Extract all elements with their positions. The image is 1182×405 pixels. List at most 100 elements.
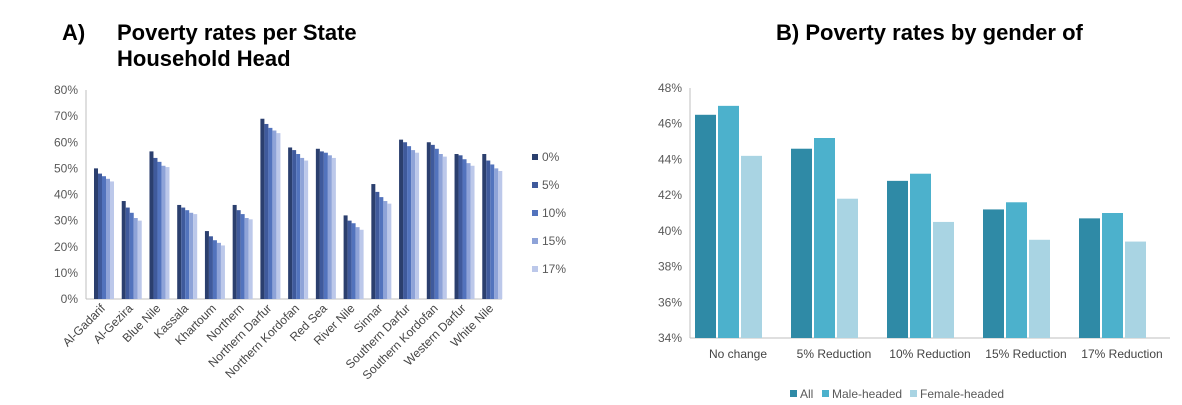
legend-swatch — [910, 390, 917, 397]
bar — [94, 168, 98, 299]
bar — [248, 219, 253, 299]
bar — [220, 245, 225, 299]
chart-b-title: B) Poverty rates by gender of — [776, 20, 1083, 45]
bar — [359, 229, 364, 299]
y-tick-label: 38% — [658, 260, 682, 274]
y-tick-label: 40% — [54, 188, 78, 202]
bar — [375, 191, 380, 299]
x-category-label: 17% Reduction — [1081, 347, 1162, 361]
bar — [129, 212, 134, 299]
bar — [426, 142, 431, 299]
y-tick-label: 50% — [54, 161, 78, 175]
bar — [910, 173, 931, 338]
bar — [1029, 239, 1050, 338]
legend-label: 17% — [542, 262, 566, 276]
bar — [695, 114, 716, 339]
legend-swatch — [532, 182, 538, 188]
bar — [121, 201, 126, 299]
y-tick-label: 60% — [54, 135, 78, 149]
legend-label: Male-headed — [832, 387, 902, 401]
y-tick-label: 10% — [54, 266, 78, 280]
bar — [403, 142, 408, 299]
bar — [319, 151, 324, 299]
bar — [387, 203, 392, 299]
bar — [351, 223, 356, 299]
bar — [161, 165, 166, 299]
y-tick-label: 30% — [54, 214, 78, 228]
bar — [177, 204, 182, 299]
chart-a-title-line2: Household Head — [117, 46, 291, 71]
bar — [983, 209, 1004, 338]
x-category-label: No change — [709, 347, 767, 361]
bar — [434, 148, 439, 299]
bar — [260, 118, 265, 299]
bar — [244, 218, 249, 299]
y-tick-label: 44% — [658, 152, 682, 166]
bar — [288, 147, 293, 299]
legend-label: 10% — [542, 206, 566, 220]
bar — [379, 197, 384, 299]
legend-swatch — [532, 210, 538, 216]
bar — [106, 178, 110, 299]
y-tick-label: 20% — [54, 240, 78, 254]
bar — [292, 150, 297, 299]
bar — [236, 210, 241, 299]
bar — [327, 155, 332, 299]
bar — [323, 152, 328, 299]
bar — [208, 236, 213, 299]
bar — [189, 212, 194, 299]
chart-a-title-line1: Poverty rates per State — [117, 20, 357, 45]
bar — [137, 220, 142, 299]
bar — [149, 151, 154, 299]
bar — [837, 198, 858, 338]
bar — [98, 173, 102, 299]
bar — [125, 207, 130, 299]
bar — [1125, 241, 1146, 338]
bar — [272, 130, 277, 299]
bar — [304, 160, 309, 299]
chart-a-label: A) — [62, 20, 86, 45]
bar — [466, 163, 471, 299]
bar — [216, 242, 221, 299]
legend-label: All — [800, 387, 813, 401]
y-tick-label: 48% — [658, 81, 682, 95]
x-category-label: 15% Reduction — [985, 347, 1066, 361]
y-tick-label: 46% — [658, 117, 682, 131]
bar — [1102, 213, 1123, 338]
bar — [343, 215, 348, 299]
bar — [268, 127, 273, 299]
bar — [399, 139, 404, 299]
y-tick-label: 40% — [658, 224, 682, 238]
legend-swatch — [532, 266, 538, 272]
y-tick-label: 70% — [54, 109, 78, 123]
bar — [371, 184, 376, 299]
bar — [933, 221, 954, 338]
bar — [204, 231, 209, 299]
bar — [415, 152, 420, 299]
bar — [486, 160, 491, 299]
bar — [153, 157, 158, 299]
bar — [110, 181, 114, 299]
bar — [411, 150, 416, 299]
bar — [296, 154, 301, 299]
bar — [212, 240, 217, 299]
x-category-label: 5% Reduction — [797, 347, 872, 361]
bar — [276, 133, 281, 299]
bar — [430, 144, 435, 299]
bar — [741, 155, 762, 338]
bar — [454, 154, 459, 299]
bar — [407, 146, 412, 299]
legend-swatch — [532, 238, 538, 244]
bar — [355, 227, 360, 299]
legend-swatch — [532, 154, 538, 160]
legend-label: Female-headed — [920, 387, 1004, 401]
y-tick-label: 0% — [61, 292, 79, 306]
chart-a-poverty-by-state: 0%10%20%30%40%50%60%70%80%Al-GadarifAl-G… — [54, 83, 566, 382]
y-tick-label: 80% — [54, 83, 78, 97]
bar — [482, 154, 487, 299]
bar — [791, 148, 812, 338]
bar — [462, 159, 467, 299]
legend-label: 5% — [542, 178, 560, 192]
bar — [315, 148, 320, 299]
